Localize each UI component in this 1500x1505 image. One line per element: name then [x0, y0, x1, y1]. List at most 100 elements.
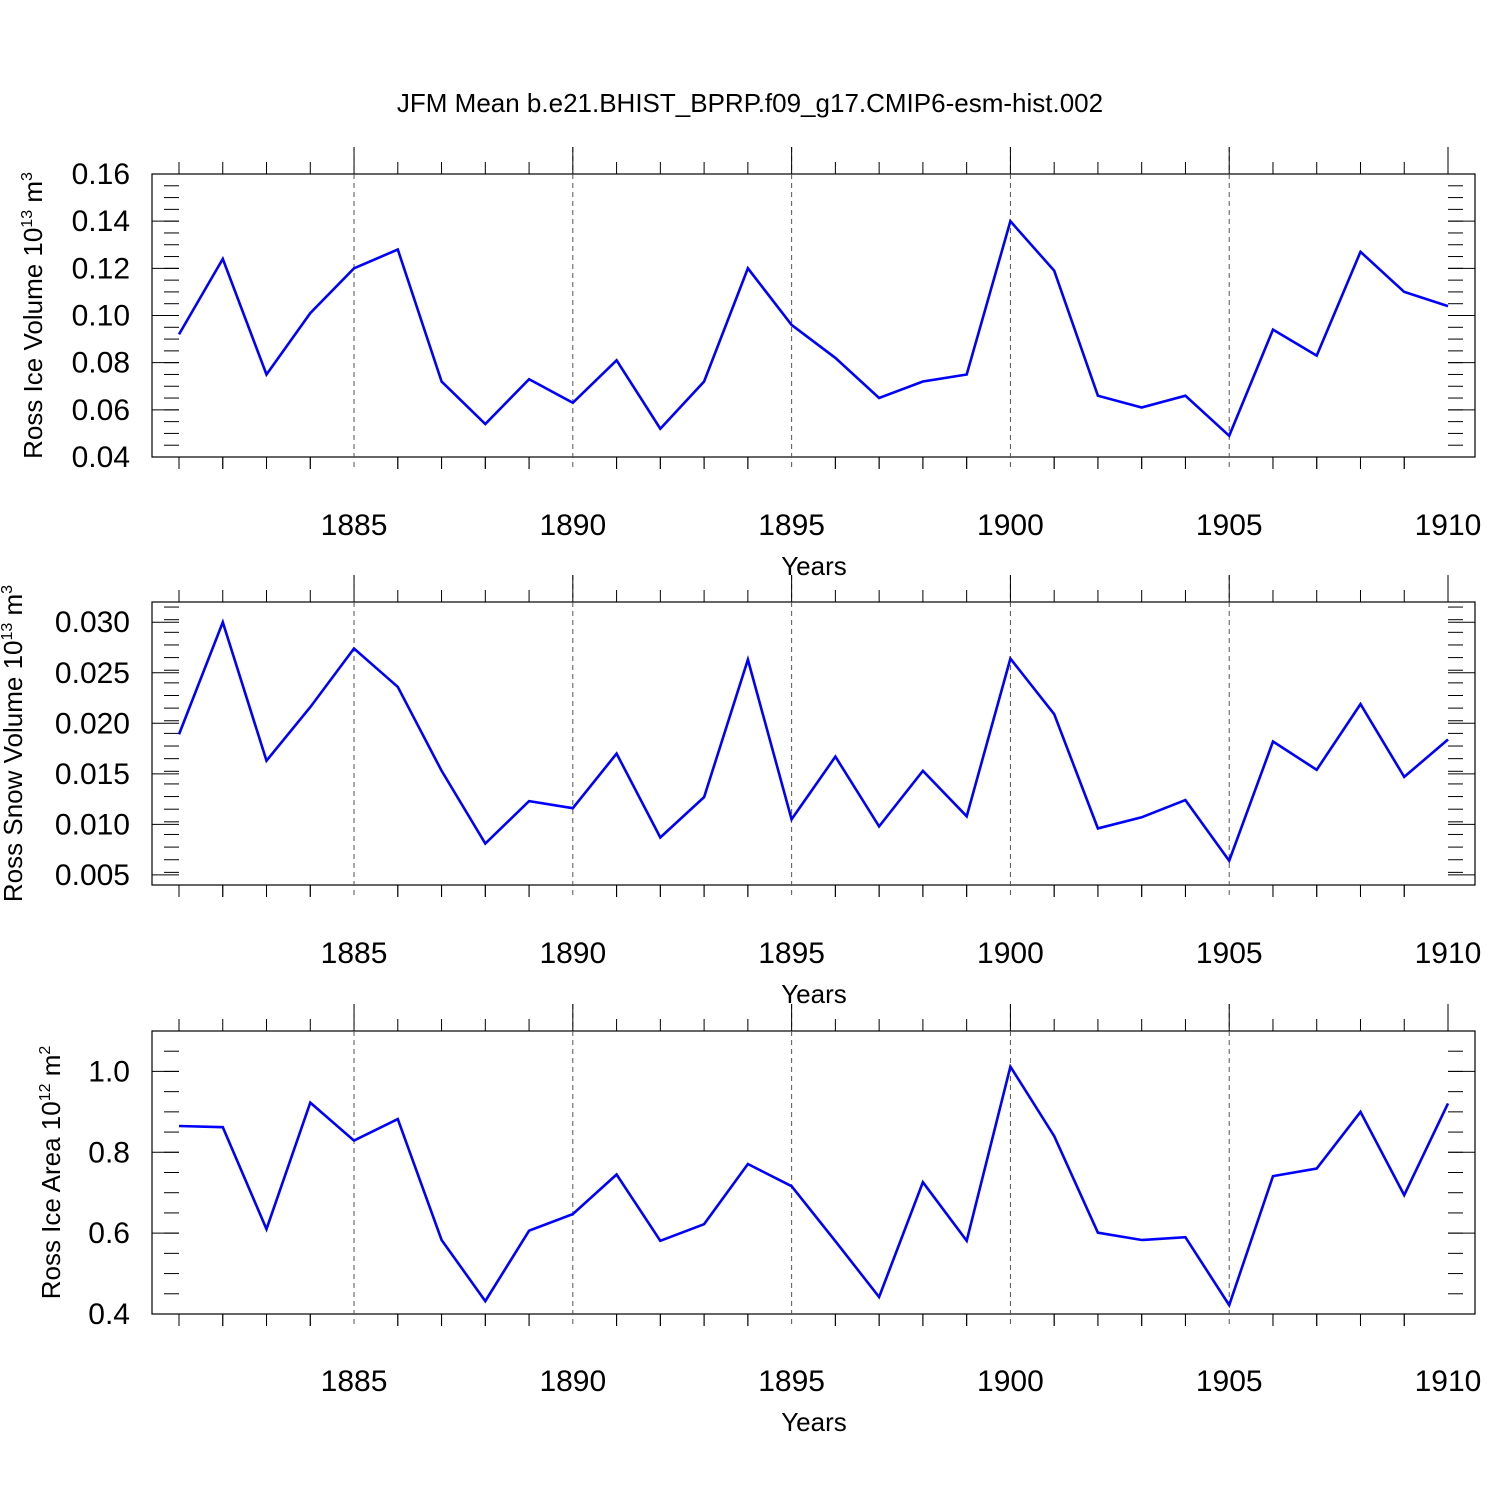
- data-point-1897: [879, 826, 880, 827]
- series-line: [177, 218, 1449, 439]
- data-point-1888: [485, 1301, 486, 1302]
- data-point-1895: [791, 324, 792, 325]
- x-tick-label: 1895: [758, 1365, 825, 1398]
- data-point-1900: [1010, 658, 1011, 659]
- y-tick-label: 0.04: [72, 441, 130, 474]
- data-point-1886: [397, 686, 398, 687]
- y-tick-label: 0.12: [72, 252, 130, 285]
- series-line: [178, 1063, 1450, 1309]
- data-point-1902: [1097, 1232, 1098, 1233]
- data-point-1906: [1272, 741, 1273, 742]
- data-point-1891: [616, 1174, 617, 1175]
- data-point-1892: [660, 428, 661, 429]
- data-point-1896: [835, 1241, 836, 1242]
- panel-3: 0.4 0.6 0.8 1.0 1885 1890 1895 1900 1905 1910 Year…: [36, 1004, 1481, 1437]
- data-point-1889: [529, 379, 530, 380]
- data-point-1896: [835, 357, 836, 358]
- data-point-1909: [1404, 1195, 1405, 1196]
- data-point-1883: [266, 1229, 267, 1230]
- data-point-1894: [747, 268, 748, 269]
- x-tick-label: 1895: [758, 509, 825, 542]
- data-point-1908: [1360, 251, 1361, 252]
- data-point-1894: [747, 1164, 748, 1165]
- data-point-1897: [879, 398, 880, 399]
- y-axis-label: Ross Ice Volume 1013 m3: [18, 172, 48, 459]
- data-point-1887: [441, 381, 442, 382]
- data-point-1885: [354, 648, 355, 649]
- data-point-1889: [529, 1230, 530, 1231]
- data-point-1883: [266, 760, 267, 761]
- data-point-1887: [441, 770, 442, 771]
- data-point-1882: [222, 258, 223, 259]
- data-point-1909: [1404, 291, 1405, 292]
- y-tick-label: 0.14: [72, 205, 130, 238]
- data-point-1895: [791, 819, 792, 820]
- y-tick-label: 0.8: [88, 1136, 130, 1169]
- data-point-1901: [1054, 270, 1055, 271]
- data-point-1907: [1316, 769, 1317, 770]
- data-point-1888: [485, 423, 486, 424]
- data-point-1887: [441, 1240, 442, 1241]
- data-point-1885: [354, 268, 355, 269]
- x-axis-label: Years: [781, 551, 847, 581]
- x-tick-label: 1910: [1415, 509, 1482, 542]
- data-point-1892: [660, 1240, 661, 1241]
- x-tick-label: 1890: [539, 1365, 606, 1398]
- plot-frame: [151, 1030, 1476, 1315]
- data-point-1901: [1054, 1136, 1055, 1137]
- data-point-1894: [747, 659, 748, 660]
- data-point-1900: [1010, 1066, 1011, 1067]
- data-point-1905: [1229, 1305, 1230, 1306]
- data-point-1900: [1010, 221, 1011, 222]
- data-point-1906: [1272, 329, 1273, 330]
- data-point-1902: [1097, 828, 1098, 829]
- data-point-1904: [1185, 1237, 1186, 1238]
- x-tick-label: 1910: [1415, 1365, 1482, 1398]
- y-tick-label: 1.0: [88, 1055, 130, 1088]
- data-point-1905: [1229, 860, 1230, 861]
- data-point-1906: [1272, 1176, 1273, 1177]
- data-point-1903: [1141, 1240, 1142, 1241]
- y-tick-label: 0.005: [55, 859, 130, 892]
- data-point-1898: [922, 1182, 923, 1183]
- data-point-1910: [1448, 739, 1449, 740]
- data-point-1890: [572, 808, 573, 809]
- data-point-1899: [966, 1240, 967, 1241]
- data-point-1891: [616, 360, 617, 361]
- data-point-1904: [1185, 800, 1186, 801]
- data-point-1893: [704, 797, 705, 798]
- panel-1: 0.04 0.06 0.08 0.10 0.12 0.14 0.16 1885 1890 1895…: [18, 147, 1481, 581]
- x-tick-label: 1905: [1196, 509, 1263, 542]
- data-point-1909: [1404, 776, 1405, 777]
- data-point-1902: [1097, 395, 1098, 396]
- data-point-1903: [1141, 407, 1142, 408]
- y-tick-label: 0.030: [55, 606, 130, 639]
- data-point-1895: [791, 1186, 792, 1187]
- y-tick-label: 0.020: [55, 707, 130, 740]
- data-point-1884: [310, 313, 311, 314]
- x-tick-label: 1905: [1196, 1365, 1263, 1398]
- x-tick-label: 1895: [758, 937, 825, 970]
- panel-2: 0.005 0.010 0.015 0.020 0.025 0.030 1885 1890 18…: [0, 575, 1481, 1009]
- y-axis-label: Ross Snow Volume 1013 m3: [0, 585, 28, 902]
- x-tick-label: 1900: [977, 1365, 1044, 1398]
- plot-frame: [151, 601, 1476, 886]
- x-axis-label: Years: [781, 1407, 847, 1437]
- data-point-1881: [179, 1126, 180, 1127]
- y-tick-label: 0.015: [55, 758, 130, 791]
- x-tick-label: 1900: [977, 937, 1044, 970]
- y-tick-label: 0.025: [55, 657, 130, 690]
- x-tick-label: 1910: [1415, 937, 1482, 970]
- y-tick-label: 0.6: [88, 1217, 130, 1250]
- data-point-1907: [1316, 355, 1317, 356]
- data-point-1899: [966, 816, 967, 817]
- data-point-1899: [966, 374, 967, 375]
- data-point-1888: [485, 843, 486, 844]
- data-point-1881: [179, 734, 180, 735]
- y-tick-label: 0.10: [72, 300, 130, 333]
- x-tick-label: 1905: [1196, 937, 1263, 970]
- plot-frame: [151, 173, 1476, 458]
- data-point-1907: [1316, 1168, 1317, 1169]
- data-point-1905: [1229, 435, 1230, 436]
